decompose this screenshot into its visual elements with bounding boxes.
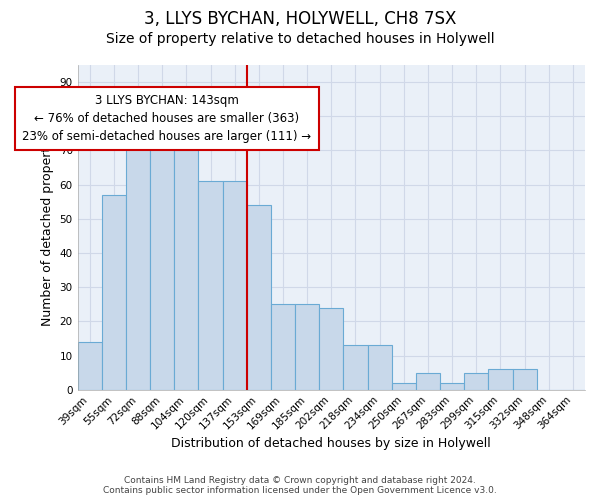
Bar — [368, 346, 392, 390]
Y-axis label: Number of detached properties: Number of detached properties — [41, 129, 54, 326]
Bar — [392, 383, 416, 390]
Bar — [223, 181, 247, 390]
Bar — [464, 372, 488, 390]
Bar — [319, 308, 343, 390]
Bar — [440, 383, 464, 390]
Bar — [102, 195, 126, 390]
Bar — [343, 346, 368, 390]
Bar — [512, 369, 536, 390]
Bar — [150, 137, 174, 390]
Bar — [77, 342, 102, 390]
Text: Size of property relative to detached houses in Holywell: Size of property relative to detached ho… — [106, 32, 494, 46]
Text: Contains HM Land Registry data © Crown copyright and database right 2024.
Contai: Contains HM Land Registry data © Crown c… — [103, 476, 497, 495]
Bar — [126, 137, 150, 390]
Bar — [295, 304, 319, 390]
Text: 3 LLYS BYCHAN: 143sqm
← 76% of detached houses are smaller (363)
23% of semi-det: 3 LLYS BYCHAN: 143sqm ← 76% of detached … — [22, 94, 311, 143]
Bar — [199, 181, 223, 390]
Bar — [247, 205, 271, 390]
Bar — [488, 369, 512, 390]
Bar — [174, 150, 199, 390]
Bar — [271, 304, 295, 390]
Text: 3, LLYS BYCHAN, HOLYWELL, CH8 7SX: 3, LLYS BYCHAN, HOLYWELL, CH8 7SX — [144, 10, 456, 28]
Bar — [416, 372, 440, 390]
X-axis label: Distribution of detached houses by size in Holywell: Distribution of detached houses by size … — [172, 437, 491, 450]
